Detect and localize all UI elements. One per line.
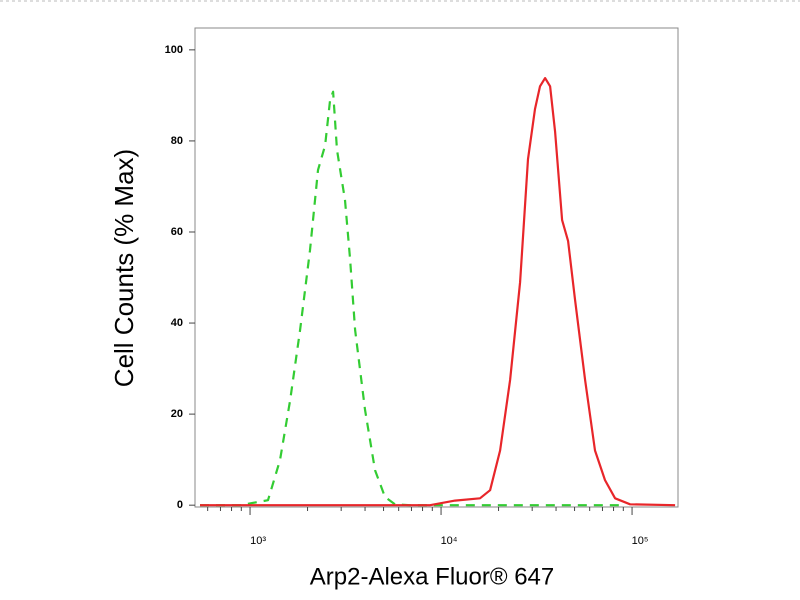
y-tick-label: 60 [171, 226, 183, 238]
y-tick-label: 80 [171, 135, 183, 147]
y-tick-label: 0 [177, 499, 183, 511]
y-tick-label: 100 [165, 44, 183, 56]
plot-frame [194, 27, 679, 508]
y-tick-label: 40 [171, 317, 183, 329]
x-axis-title: Arp2-Alexa Fluor® 647 [310, 563, 554, 590]
y-tick-label: 20 [171, 408, 183, 420]
x-tick-label: 10⁴ [441, 535, 458, 547]
series-line [200, 77, 676, 507]
series-line [200, 90, 620, 507]
y-axis-title: Cell Counts (% Max) [109, 149, 139, 387]
x-tick-label: 10⁵ [632, 535, 649, 547]
x-tick-label: 10³ [250, 535, 266, 547]
